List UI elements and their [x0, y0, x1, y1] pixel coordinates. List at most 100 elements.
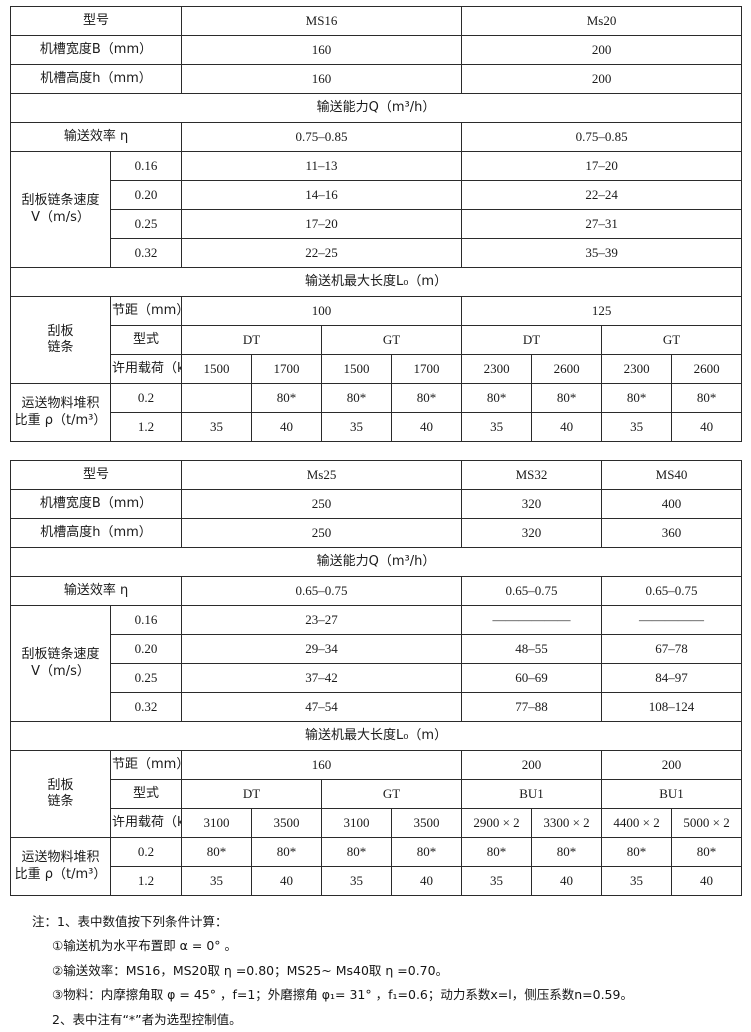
speed-value-020: 0.20 [109, 180, 183, 210]
speed-value-016: 0.16 [109, 151, 183, 181]
scraper-chain-label-line1: 刮板 [47, 323, 74, 339]
table-row-density-12: 1.2 35 40 35 40 35 40 35 40 [11, 866, 743, 896]
length-02-3: 80* [321, 837, 393, 867]
capacity-025-ms20: 27–31 [461, 209, 743, 239]
length-02-1 [181, 383, 253, 413]
length-02-7: 80* [601, 837, 673, 867]
pitch-value-200-b: 200 [601, 750, 743, 780]
load-value-5: 2900 × 2 [461, 808, 533, 838]
groove-height-ms16: 160 [181, 64, 463, 94]
row-label-allowable-load: 许用载荷（kg） [109, 354, 183, 384]
row-label-groove-height: 机槽高度h（mm） [9, 64, 183, 94]
length-12-1: 35 [181, 866, 253, 896]
table-row-model: 型号 MS16 Ms20 [9, 6, 743, 36]
length-02-3: 80* [321, 383, 393, 413]
bulk-density-label-line2: 比重 ρ（t/m³） [14, 866, 107, 882]
groove-height-ms25: 250 [181, 518, 463, 548]
table-row-chain-type: 型式 DT GT DT GT [11, 325, 743, 355]
bulk-density-label-line1: 运送物料堆积 [21, 396, 100, 412]
table-row-speed-025: 0.25 17–20 27–31 [11, 209, 743, 239]
row-label-groove-height: 机槽高度h（mm） [9, 518, 183, 548]
length-02-1: 80* [181, 837, 253, 867]
table-row-density-02: 运送物料堆积 比重 ρ（t/m³） 0.2 80* 80* 80* 80* 80… [10, 383, 743, 442]
section-header-max-length: 输送机最大长度L₀（m） [9, 721, 743, 751]
capacity-020-ms40: 67–78 [601, 634, 743, 664]
length-02-5: 80* [461, 837, 533, 867]
note-2: 2、表中注有“*”者为选型控制值。 [52, 1011, 242, 1027]
model-ms32: MS32 [461, 460, 603, 490]
table-row-model: 型号 Ms25 MS32 MS40 [9, 460, 743, 490]
pitch-value-125: 125 [461, 296, 743, 326]
efficiency-ms40: 0.65–0.75 [601, 576, 743, 606]
chain-type-3: DT [461, 325, 603, 355]
length-12-4: 40 [391, 412, 463, 442]
table-row-speed-032: 0.32 22–25 35–39 [11, 238, 743, 268]
table-row-efficiency: 输送效率 η 0.65–0.75 0.65–0.75 0.65–0.75 [9, 576, 743, 606]
row-label-groove-width: 机槽宽度B（mm） [9, 489, 183, 519]
length-12-8: 40 [671, 866, 743, 896]
speed-value-025: 0.25 [109, 663, 183, 693]
note-1-item-b: ②输送效率：MS16，MS20取 η =0.80；MS25~ Ms40取 η =… [52, 962, 449, 978]
row-label-model: 型号 [9, 460, 183, 490]
model-ms16: MS16 [181, 6, 463, 36]
capacity-016-ms25: 23–27 [181, 605, 463, 635]
row-label-chain-type: 型式 [109, 779, 183, 809]
length-12-8: 40 [671, 412, 743, 442]
length-12-2: 40 [251, 866, 323, 896]
speed-value-032: 0.32 [109, 692, 183, 722]
efficiency-ms25: 0.65–0.75 [181, 576, 463, 606]
groove-width-ms32: 320 [461, 489, 603, 519]
groove-width-ms20: 200 [461, 35, 743, 65]
table-row-pitch: 刮板 链条 节距（mm） 160 200 200 [10, 750, 743, 838]
length-02-5: 80* [461, 383, 533, 413]
table-row-speed-016: 刮板链条速度 V（m/s） 0.16 11–13 17–20 [10, 151, 743, 268]
table-row-height: 机槽高度h（mm） 160 200 [9, 64, 743, 94]
capacity-016-ms16: 11–13 [181, 151, 463, 181]
chain-type-1: DT [181, 779, 323, 809]
table-row-width: 机槽宽度B（mm） 250 320 400 [9, 489, 743, 519]
capacity-025-ms16: 17–20 [181, 209, 463, 239]
length-12-6: 40 [531, 866, 603, 896]
table-separator [10, 442, 741, 460]
load-value-8: 5000 × 2 [671, 808, 743, 838]
load-value-6: 3300 × 2 [531, 808, 603, 838]
table-section-length: 输送机最大长度L₀（m） [9, 267, 743, 297]
speed-value-016: 0.16 [109, 605, 183, 635]
pitch-value-160: 160 [181, 750, 463, 780]
pitch-value-100: 100 [181, 296, 463, 326]
spec-sheet-page: 型号 MS16 Ms20 机槽宽度B（mm） 160 200 机槽高度h（mm）… [9, 6, 743, 1027]
row-label-groove-width: 机槽宽度B（mm） [9, 35, 183, 65]
scraper-chain-label-line2: 链条 [47, 340, 74, 355]
spec-table-ms25-ms40: 型号 Ms25 MS32 MS40 机槽宽度B（mm） 250 320 400 … [9, 460, 743, 896]
load-value-4: 3500 [391, 808, 463, 838]
density-value-12: 1.2 [109, 412, 183, 442]
chain-type-1: DT [181, 325, 323, 355]
row-label-model: 型号 [9, 6, 183, 36]
scraper-chain-label-line2: 链条 [47, 794, 74, 809]
capacity-020-ms20: 22–24 [461, 180, 743, 210]
row-label-scraper-chain: 刮板 链条 [10, 750, 111, 838]
table-row-speed-025: 0.25 37–42 60–69 84–97 [11, 663, 743, 693]
load-value-2: 1700 [251, 354, 323, 384]
table-section-capacity: 输送能力Q（m³/h） [9, 93, 743, 123]
pitch-value-200-a: 200 [461, 750, 603, 780]
length-02-6: 80* [531, 837, 603, 867]
efficiency-ms32: 0.65–0.75 [461, 576, 603, 606]
table-row-pitch: 刮板 链条 节距（mm） 100 125 [10, 296, 743, 384]
note-1-heading: 注：1、表中数值按下列条件计算： [32, 914, 228, 929]
load-value-4: 1700 [391, 354, 463, 384]
capacity-032-ms16: 22–25 [181, 238, 463, 268]
table-row-speed-016: 刮板链条速度 V（m/s） 0.16 23–27 —————— ————— [10, 605, 743, 722]
load-value-1: 3100 [181, 808, 253, 838]
capacity-025-ms40: 84–97 [601, 663, 743, 693]
efficiency-ms16: 0.75–0.85 [181, 122, 463, 152]
length-12-5: 35 [461, 866, 533, 896]
length-12-7: 35 [601, 412, 673, 442]
chain-speed-label-line2: V（m/s） [31, 663, 90, 679]
groove-height-ms40: 360 [601, 518, 743, 548]
bulk-density-label-line1: 运送物料堆积 [21, 850, 100, 866]
density-value-02: 0.2 [109, 837, 183, 867]
table-row-width: 机槽宽度B（mm） 160 200 [9, 35, 743, 65]
capacity-016-ms20: 17–20 [461, 151, 743, 181]
length-02-6: 80* [531, 383, 603, 413]
